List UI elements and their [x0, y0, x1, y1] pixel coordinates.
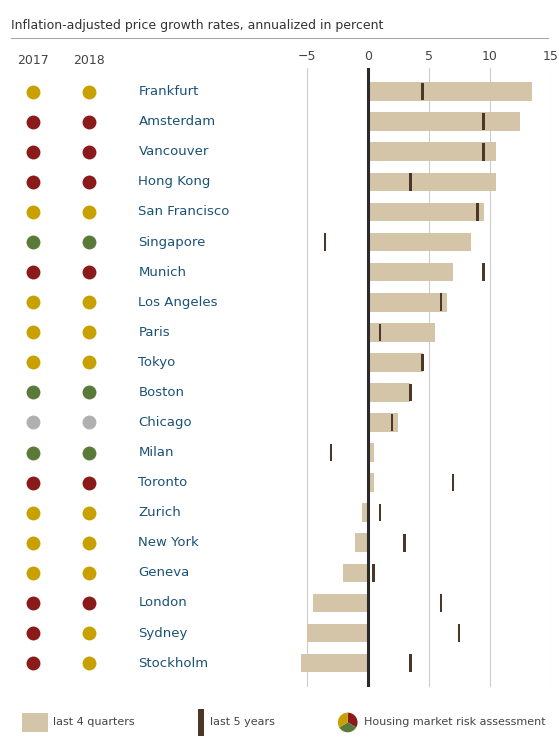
Text: Munich: Munich: [139, 266, 186, 279]
Bar: [368, 413, 398, 432]
Text: Amsterdam: Amsterdam: [139, 115, 216, 128]
Bar: [368, 473, 374, 492]
Bar: [439, 294, 442, 311]
Bar: [368, 143, 496, 161]
Text: Inflation-adjusted price growth rates, annualized in percent: Inflation-adjusted price growth rates, a…: [11, 19, 383, 32]
Text: 2018: 2018: [73, 54, 105, 67]
Text: last 4 quarters: last 4 quarters: [53, 717, 134, 728]
Bar: [368, 233, 471, 252]
Wedge shape: [338, 713, 348, 728]
Bar: [368, 83, 532, 101]
Bar: [368, 203, 484, 222]
Bar: [409, 384, 411, 401]
Text: London: London: [139, 596, 187, 610]
Text: Boston: Boston: [139, 386, 184, 399]
Text: Milan: Milan: [139, 446, 174, 459]
Bar: [372, 564, 375, 581]
Bar: [368, 173, 496, 192]
Bar: [458, 624, 461, 642]
Bar: [368, 353, 423, 372]
Text: Sydney: Sydney: [139, 626, 188, 640]
Bar: [307, 623, 368, 642]
Text: Toronto: Toronto: [139, 476, 188, 489]
Bar: [403, 534, 406, 551]
Bar: [421, 83, 424, 101]
Bar: [409, 173, 411, 191]
Text: Tokyo: Tokyo: [139, 356, 176, 369]
Bar: [368, 323, 435, 342]
Bar: [482, 143, 485, 161]
Bar: [409, 654, 411, 672]
Bar: [313, 593, 368, 612]
Bar: [368, 113, 520, 131]
Text: Los Angeles: Los Angeles: [139, 296, 218, 309]
Text: Frankfurt: Frankfurt: [139, 85, 199, 98]
Bar: [482, 113, 485, 131]
Bar: [356, 533, 368, 552]
Bar: [343, 563, 368, 582]
Text: Housing market risk assessment: Housing market risk assessment: [364, 717, 546, 728]
Bar: [368, 443, 374, 462]
Text: 2017: 2017: [17, 54, 49, 67]
Bar: [421, 354, 424, 371]
Bar: [301, 654, 368, 672]
Text: Vancouver: Vancouver: [139, 145, 209, 158]
Bar: [330, 444, 333, 461]
Bar: [482, 264, 485, 281]
Wedge shape: [348, 713, 358, 728]
Text: New York: New York: [139, 536, 199, 549]
Bar: [378, 504, 381, 521]
Text: Singapore: Singapore: [139, 236, 206, 249]
Text: Paris: Paris: [139, 326, 170, 339]
Bar: [391, 414, 394, 431]
Wedge shape: [339, 722, 356, 732]
Bar: [452, 474, 454, 491]
Bar: [362, 503, 368, 522]
Bar: [368, 293, 447, 312]
Bar: [368, 263, 453, 282]
Text: San Francisco: San Francisco: [139, 206, 230, 219]
Text: Stockholm: Stockholm: [139, 656, 209, 670]
Text: last 5 years: last 5 years: [210, 717, 274, 728]
Text: Zurich: Zurich: [139, 506, 181, 519]
Text: Chicago: Chicago: [139, 416, 192, 429]
Bar: [378, 324, 381, 341]
Bar: [439, 594, 442, 611]
Text: Hong Kong: Hong Kong: [139, 176, 211, 189]
Text: Geneva: Geneva: [139, 566, 190, 579]
Bar: [324, 234, 326, 251]
Bar: [368, 383, 410, 402]
Bar: [476, 204, 479, 221]
